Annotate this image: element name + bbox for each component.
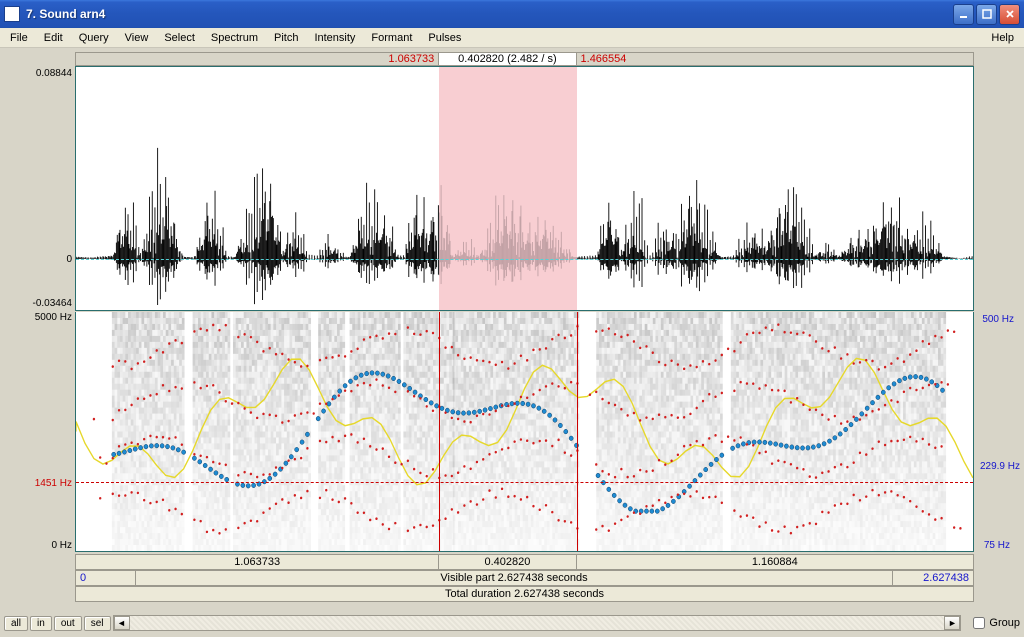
total-duration-label[interactable]: Total duration 2.627438 seconds [76, 587, 973, 601]
group-label: Group [989, 617, 1020, 629]
menu-help[interactable]: Help [983, 30, 1022, 46]
waveform-panel[interactable] [75, 66, 974, 311]
menu-pitch[interactable]: Pitch [266, 30, 306, 46]
group-toggle: Group [973, 617, 1020, 629]
view-sel-button[interactable]: sel [84, 616, 111, 631]
menubar: FileEditQueryViewSelectSpectrumPitchInte… [0, 28, 1024, 48]
waveform-ymin: -0.03464 [0, 298, 72, 309]
scroll-track[interactable] [130, 616, 945, 630]
pitch-cursor-label: 229.9 Hz [980, 461, 1020, 472]
spectrogram-hcursor [76, 482, 973, 483]
window-title: 7. Sound arn4 [26, 7, 953, 21]
menu-view[interactable]: View [117, 30, 157, 46]
view-in-button[interactable]: in [30, 616, 52, 631]
close-button[interactable] [999, 4, 1020, 25]
menu-select[interactable]: Select [156, 30, 203, 46]
waveform-ymax: 0.08844 [0, 68, 72, 79]
interval-left[interactable]: 1.063733 [76, 555, 439, 569]
maximize-button[interactable] [976, 4, 997, 25]
menu-pulses[interactable]: Pulses [420, 30, 469, 46]
bottom-controls: allinoutsel ◄ ► Group [4, 613, 1020, 633]
selection-end-time: 1.466554 [577, 53, 973, 65]
menu-formant[interactable]: Formant [363, 30, 420, 46]
waveform-selection[interactable] [439, 67, 576, 310]
minimize-button[interactable] [953, 4, 974, 25]
selection-duration: 0.402820 (2.482 / s) [439, 53, 576, 65]
spectrogram-cursor-hz: 1451 Hz [0, 478, 72, 489]
view-out-button[interactable]: out [54, 616, 82, 631]
waveform-zero-line [76, 259, 973, 260]
visible-part-row[interactable]: 0 Visible part 2.627438 seconds 2.627438 [75, 570, 974, 586]
spectrogram-panel[interactable] [75, 312, 974, 552]
interval-right[interactable]: 1.160884 [577, 555, 973, 569]
spectrogram-sel-start[interactable] [439, 312, 440, 551]
interval-selection[interactable]: 0.402820 [439, 555, 576, 569]
interval-row[interactable]: 1.063733 0.402820 1.160884 [75, 554, 974, 570]
menu-spectrum[interactable]: Spectrum [203, 30, 266, 46]
spectrogram-svg [76, 312, 973, 551]
spectrogram-sel-end[interactable] [577, 312, 578, 551]
menu-file[interactable]: File [2, 30, 36, 46]
pitch-min-label: 75 Hz [984, 540, 1010, 551]
work-area: 1.063733 0.402820 (2.482 / s) 1.466554 0… [0, 48, 1024, 637]
app-icon [4, 6, 20, 22]
titlebar: 7. Sound arn4 [0, 0, 1024, 28]
total-duration-row[interactable]: Total duration 2.627438 seconds [75, 586, 974, 602]
scroll-right-button[interactable]: ► [944, 616, 960, 630]
horizontal-scrollbar[interactable]: ◄ ► [113, 615, 962, 631]
time-selection-row: 1.063733 0.402820 (2.482 / s) 1.466554 [75, 52, 974, 66]
visible-start: 0 [76, 571, 136, 585]
scroll-left-button[interactable]: ◄ [114, 616, 130, 630]
selection-start-time: 1.063733 [76, 53, 439, 65]
visible-part-label[interactable]: Visible part 2.627438 seconds [136, 571, 893, 585]
waveform-yzero: 0 [0, 254, 72, 265]
menu-query[interactable]: Query [71, 30, 117, 46]
view-all-button[interactable]: all [4, 616, 28, 631]
pitch-max-label: 500 Hz [982, 314, 1014, 325]
window-buttons [953, 4, 1020, 25]
menu-edit[interactable]: Edit [36, 30, 71, 46]
group-checkbox[interactable] [973, 617, 985, 629]
menu-intensity[interactable]: Intensity [306, 30, 363, 46]
visible-end: 2.627438 [893, 571, 973, 585]
spectrogram-ymax-left: 5000 Hz [0, 312, 72, 323]
spectrogram-ymin-left: 0 Hz [0, 540, 72, 551]
